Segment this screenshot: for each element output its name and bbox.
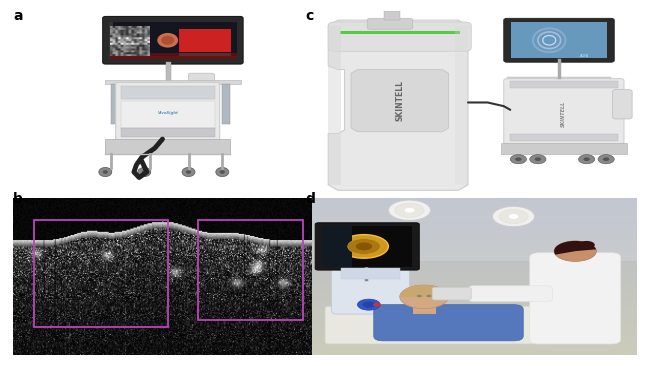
Circle shape [161, 36, 174, 45]
Circle shape [578, 155, 595, 164]
Circle shape [389, 200, 430, 220]
Bar [341, 268, 400, 280]
Circle shape [598, 155, 614, 164]
Text: a: a [13, 9, 23, 23]
PathPatch shape [328, 20, 468, 190]
Text: SKINTELL: SKINTELL [395, 80, 404, 121]
Circle shape [157, 33, 178, 48]
Text: AGFA: AGFA [580, 54, 590, 58]
Bar [121, 86, 214, 99]
Circle shape [417, 295, 422, 297]
Circle shape [400, 285, 448, 309]
Bar [339, 31, 460, 34]
Circle shape [142, 170, 147, 174]
Bar [121, 128, 214, 137]
Circle shape [404, 208, 415, 213]
FancyBboxPatch shape [530, 253, 621, 344]
PathPatch shape [351, 70, 448, 132]
FancyBboxPatch shape [188, 73, 215, 84]
Bar [105, 139, 230, 154]
Circle shape [339, 235, 389, 258]
Bar [109, 22, 113, 60]
Wedge shape [400, 285, 448, 297]
Bar [569, 251, 582, 261]
Bar [110, 53, 237, 59]
Bar [322, 226, 412, 266]
FancyBboxPatch shape [103, 16, 243, 64]
Bar [312, 198, 637, 261]
FancyBboxPatch shape [315, 223, 419, 270]
Circle shape [395, 203, 424, 217]
Circle shape [530, 155, 546, 164]
Circle shape [182, 168, 195, 177]
Wedge shape [554, 241, 596, 255]
Bar [121, 101, 214, 128]
Bar [179, 29, 231, 52]
Circle shape [358, 299, 380, 310]
Bar [222, 84, 230, 124]
FancyBboxPatch shape [374, 305, 523, 341]
Bar [109, 22, 237, 60]
FancyBboxPatch shape [468, 286, 552, 302]
Circle shape [363, 302, 376, 308]
Circle shape [186, 170, 191, 174]
Bar [328, 26, 341, 185]
Bar [166, 62, 171, 81]
FancyBboxPatch shape [332, 264, 410, 314]
FancyBboxPatch shape [612, 90, 632, 119]
Text: d: d [306, 192, 315, 206]
Text: VivoSight: VivoSight [157, 112, 178, 115]
Bar [110, 56, 237, 59]
Circle shape [138, 168, 151, 177]
FancyBboxPatch shape [504, 18, 614, 62]
Circle shape [510, 155, 526, 164]
Bar [34, 220, 168, 327]
Circle shape [220, 170, 225, 174]
FancyBboxPatch shape [367, 18, 413, 29]
FancyBboxPatch shape [504, 79, 624, 145]
Bar [500, 143, 627, 154]
Bar [510, 81, 618, 88]
Circle shape [348, 239, 380, 254]
Circle shape [493, 206, 534, 227]
Circle shape [499, 209, 528, 224]
Circle shape [603, 157, 610, 161]
Bar [413, 303, 436, 314]
FancyBboxPatch shape [328, 22, 471, 51]
Circle shape [356, 243, 372, 250]
Circle shape [99, 168, 112, 177]
Bar [111, 84, 118, 124]
Bar [179, 53, 231, 56]
Circle shape [584, 157, 590, 161]
Text: SKINTELL: SKINTELL [562, 100, 566, 127]
Bar [455, 26, 468, 185]
Circle shape [103, 170, 108, 174]
Text: c: c [306, 9, 314, 23]
Bar [198, 220, 303, 320]
Bar [110, 27, 149, 56]
Circle shape [515, 157, 521, 161]
Circle shape [554, 241, 597, 261]
Circle shape [426, 295, 432, 297]
Circle shape [216, 168, 229, 177]
Circle shape [508, 214, 519, 219]
Circle shape [373, 303, 381, 307]
Bar [510, 134, 618, 141]
FancyBboxPatch shape [116, 82, 220, 141]
Bar [507, 77, 611, 81]
FancyBboxPatch shape [432, 287, 471, 300]
Bar [384, 11, 400, 20]
Bar [322, 226, 352, 266]
Circle shape [534, 157, 541, 161]
FancyBboxPatch shape [325, 306, 552, 344]
Text: b: b [13, 192, 23, 206]
Bar [511, 22, 607, 58]
Circle shape [578, 241, 595, 249]
Bar [105, 80, 240, 84]
